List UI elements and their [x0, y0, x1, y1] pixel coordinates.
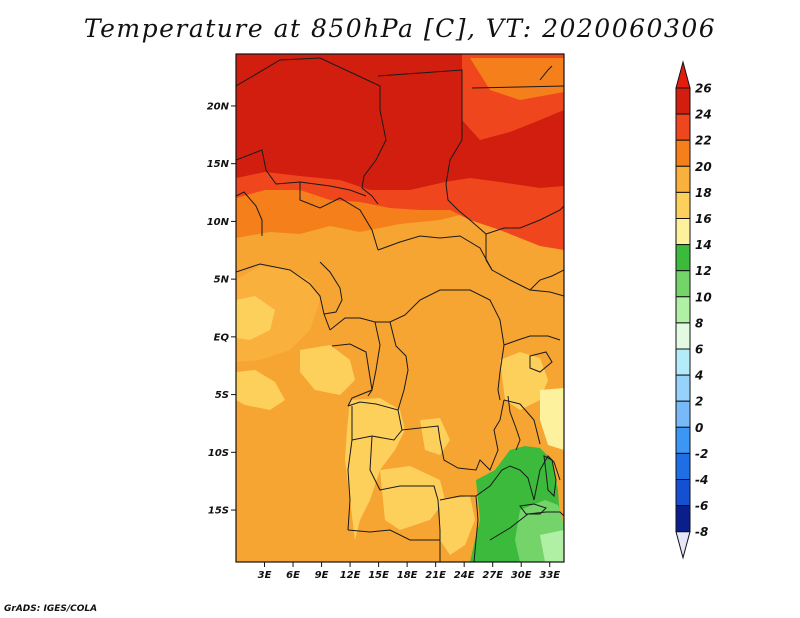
colorbar-label: 22 — [695, 134, 712, 148]
colorbar-bottom-cap — [675, 531, 691, 560]
colorbar-swatch — [675, 139, 691, 167]
colorbar-top-cap — [675, 60, 691, 89]
colorbar-swatch — [675, 270, 691, 298]
colorbar-label: 16 — [695, 212, 712, 226]
lon-tick-label: 21E — [425, 570, 446, 581]
longitude-axis: 3E 6E 9E 12E 15E 18E 21E 24E 27E 30E 33E — [258, 562, 560, 581]
country-borders — [236, 57, 564, 562]
lon-tick-label: 33E — [539, 570, 560, 581]
lat-tick-label: 5S — [215, 390, 229, 401]
colorbar-label: 10 — [695, 290, 712, 304]
grads-credit: GrADS: IGES/COLA — [4, 604, 98, 614]
map-frame — [235, 53, 565, 563]
colorbar-swatch — [675, 244, 691, 272]
colorbar-label: 12 — [695, 264, 712, 278]
colorbar-label: 4 — [694, 369, 703, 383]
temperature-field — [236, 54, 564, 562]
colorbar-label: 24 — [695, 108, 712, 122]
lat-tick-label: 5N — [214, 275, 230, 286]
colorbar-label: -4 — [695, 473, 708, 487]
lat-tick-label: 15N — [207, 159, 230, 170]
colorbar-swatch — [675, 426, 691, 454]
colorbar-label: -2 — [695, 447, 708, 461]
colorbar-swatch — [675, 479, 691, 507]
lon-tick-label: 27E — [482, 570, 503, 581]
colorbar-swatch — [675, 296, 691, 324]
colorbar-label: -6 — [695, 499, 708, 513]
colorbar-label: 18 — [695, 186, 712, 200]
lon-tick-label: 24E — [454, 570, 475, 581]
latitude-axis: 20N 15N 10N 5N EQ 5S 10S 15S — [207, 101, 236, 517]
colorbar-label: 20 — [695, 160, 712, 174]
colorbar-label: 0 — [695, 421, 703, 435]
lon-tick-label: 6E — [286, 570, 300, 581]
lat-tick-label: 15S — [208, 506, 229, 517]
colorbar-swatch — [675, 218, 691, 246]
lon-tick-label: 9E — [315, 570, 329, 581]
lon-tick-label: 3E — [258, 570, 272, 581]
lon-tick-label: 30E — [511, 570, 532, 581]
colorbar-swatch — [675, 113, 691, 141]
colorbar-label: 8 — [695, 316, 703, 330]
colorbar-swatch — [675, 348, 691, 376]
colorbar-label: 6 — [695, 343, 703, 357]
colorbar-swatch — [675, 87, 691, 115]
colorbar-label: 2 — [695, 395, 703, 409]
lon-tick-label: 18E — [397, 570, 418, 581]
colorbar-swatch — [675, 452, 691, 480]
map-title: Temperature at 850hPa [C], VT: 202006030… — [83, 14, 717, 43]
colorbar-label: -8 — [695, 525, 708, 539]
lat-tick-label: EQ — [214, 332, 230, 343]
colorbar-label: 26 — [695, 82, 712, 96]
colorbar-swatch — [675, 505, 691, 533]
colorbar-swatch — [675, 165, 691, 193]
lon-tick-label: 15E — [368, 570, 389, 581]
colorbar-swatch — [675, 191, 691, 219]
colorbar-swatch — [675, 400, 691, 428]
colorbar-swatch — [675, 374, 691, 402]
colorbar-label: 14 — [695, 238, 712, 252]
lat-tick-label: 10S — [208, 448, 229, 459]
lat-tick-label: 10N — [207, 217, 230, 228]
lon-tick-label: 12E — [340, 570, 361, 581]
lat-tick-label: 20N — [207, 101, 230, 112]
colorbar-swatch — [675, 322, 691, 350]
